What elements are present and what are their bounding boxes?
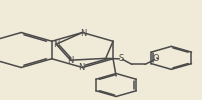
Text: N: N bbox=[78, 63, 84, 72]
Text: N: N bbox=[53, 40, 59, 49]
Text: N: N bbox=[80, 30, 87, 38]
Text: S: S bbox=[118, 54, 123, 63]
Text: O: O bbox=[153, 54, 160, 63]
Text: N: N bbox=[67, 56, 74, 65]
